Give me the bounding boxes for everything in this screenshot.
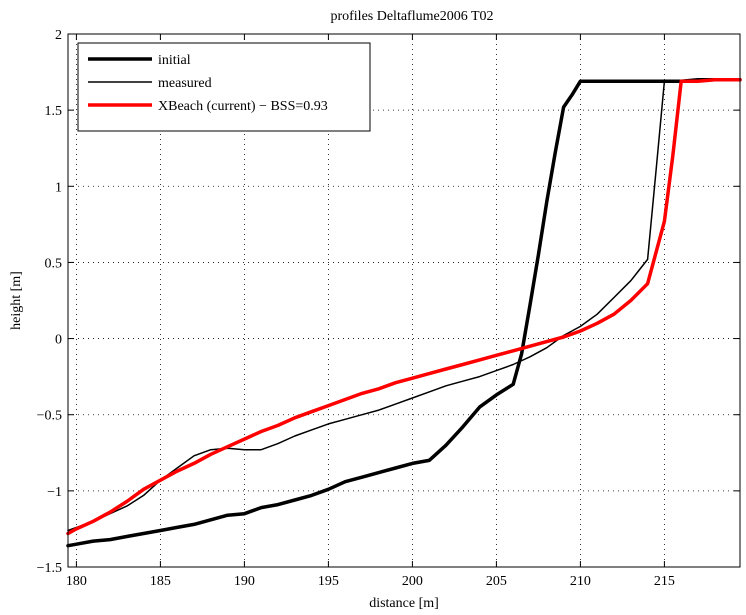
x-tick-label: 180	[66, 574, 87, 589]
x-tick-label: 215	[654, 574, 675, 589]
legend-box	[77, 42, 371, 132]
series-line-measured	[67, 78, 741, 532]
y-axis-label: height [m]	[9, 271, 24, 330]
x-tick-label: 200	[402, 574, 423, 589]
legend-entry-measured: measured	[158, 76, 212, 91]
x-axis-label: distance [m]	[369, 596, 439, 611]
x-tick-label: 210	[570, 574, 591, 589]
y-tick-label: −1.5	[37, 561, 62, 576]
x-tick-label: 190	[234, 574, 255, 589]
y-tick-label: −0.5	[37, 409, 62, 424]
y-tick-label: 0	[55, 333, 62, 348]
y-tick-label: 0.5	[45, 256, 63, 271]
plot-frame	[67, 33, 741, 568]
series-line-xbeach	[66, 77, 742, 536]
plot-series	[66, 77, 742, 548]
legend: initial measured XBeach (current) − BSS=…	[77, 42, 371, 132]
series-line-initial	[66, 77, 742, 548]
y-tick-label: 1	[55, 180, 62, 195]
y-tick-label: 1.5	[45, 104, 63, 119]
axis-ticks: 180 185 190 195 200 205 210 215 −1.5 −1 −0.5 0 0.5 1 1…	[37, 28, 740, 589]
y-tick-label: −1	[47, 485, 62, 500]
legend-entry-initial: initial	[158, 53, 191, 68]
legend-entry-xbeach: XBeach (current) − BSS=0.93	[158, 99, 328, 114]
x-tick-label: 195	[318, 574, 339, 589]
x-tick-label: 185	[150, 574, 171, 589]
y-tick-label: 2	[55, 28, 62, 43]
grid	[68, 34, 740, 567]
chart-title: profiles Deltaflume2006 T02	[330, 9, 493, 24]
x-tick-label: 205	[486, 574, 507, 589]
